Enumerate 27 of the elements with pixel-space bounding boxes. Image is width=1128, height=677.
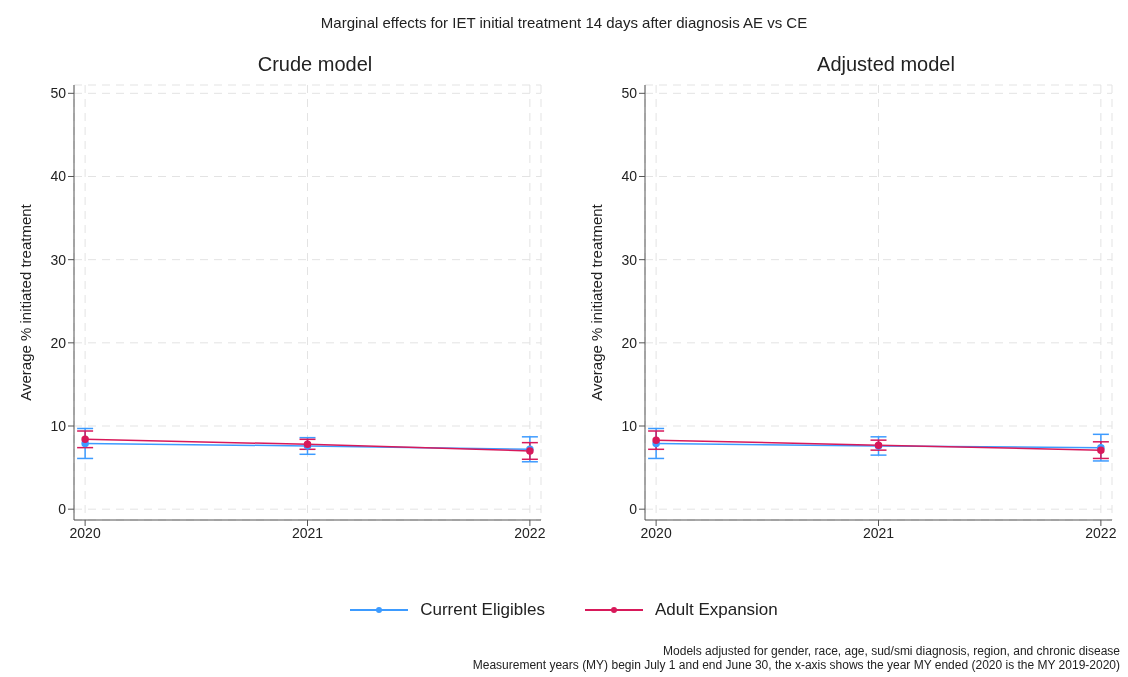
chart-title: Adjusted model <box>816 53 956 77</box>
text: Measurement years (MY) begin July 1 and end June 30, the x-axis shows the year MY ended (2020 is the MY 2019-2020) <box>472 658 1120 672</box>
x-tick-label: 2020 <box>69 524 101 541</box>
y-tick-label: 10 <box>621 417 638 434</box>
y-tick-label: 50 <box>621 85 638 102</box>
y-tick-label: 40 <box>621 168 638 185</box>
text: Models adjusted for gender, race, age, sud/smi diagnosis, region, and chronic disease <box>662 644 1120 658</box>
x-tick-label: 2022 <box>1085 524 1117 541</box>
y-axis-title: Average % initiated treatment <box>588 203 606 401</box>
x-tick-label: 2021 <box>291 524 324 541</box>
y-tick-label: 20 <box>50 334 67 351</box>
y-tick-label: 0 <box>58 501 67 518</box>
y-tick-label: 10 <box>50 417 67 434</box>
chart-title: Crude model <box>256 53 374 77</box>
y-tick-label: 50 <box>50 85 67 102</box>
y-tick-label: 0 <box>629 501 638 518</box>
x-tick-label: 2020 <box>640 524 672 541</box>
y-tick-label: 20 <box>621 334 638 351</box>
y-tick-label: 30 <box>621 251 638 268</box>
y-tick-label: 40 <box>50 168 67 185</box>
legend-label: Current Eligibles <box>420 600 545 620</box>
legend-label: Adult Expansion <box>654 600 778 620</box>
y-tick-label: 30 <box>50 251 67 268</box>
x-tick-label: 2022 <box>514 524 546 541</box>
x-tick-label: 2021 <box>862 524 895 541</box>
y-axis-title: Average % initiated treatment <box>17 203 35 401</box>
text: Marginal effects for IET initial treatment 14 days after diagnosis AE vs CE <box>319 14 809 31</box>
